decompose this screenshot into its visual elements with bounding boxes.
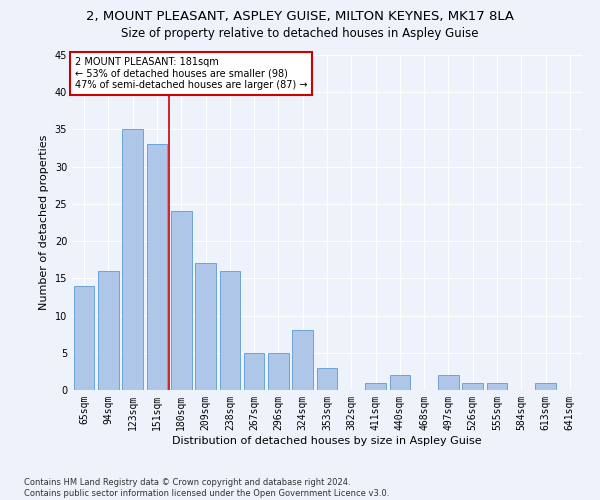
Bar: [268, 353, 289, 390]
Bar: [146, 144, 167, 390]
Bar: [317, 368, 337, 390]
Bar: [438, 375, 459, 390]
Text: Contains HM Land Registry data © Crown copyright and database right 2024.
Contai: Contains HM Land Registry data © Crown c…: [24, 478, 389, 498]
Bar: [195, 264, 216, 390]
Text: 2 MOUNT PLEASANT: 181sqm
← 53% of detached houses are smaller (98)
47% of semi-d: 2 MOUNT PLEASANT: 181sqm ← 53% of detach…: [74, 56, 307, 90]
Y-axis label: Number of detached properties: Number of detached properties: [39, 135, 49, 310]
Bar: [389, 375, 410, 390]
Bar: [98, 271, 119, 390]
Text: Size of property relative to detached houses in Aspley Guise: Size of property relative to detached ho…: [121, 28, 479, 40]
Bar: [365, 382, 386, 390]
Bar: [74, 286, 94, 390]
Bar: [171, 212, 191, 390]
Bar: [535, 382, 556, 390]
Text: 2, MOUNT PLEASANT, ASPLEY GUISE, MILTON KEYNES, MK17 8LA: 2, MOUNT PLEASANT, ASPLEY GUISE, MILTON …: [86, 10, 514, 23]
X-axis label: Distribution of detached houses by size in Aspley Guise: Distribution of detached houses by size …: [172, 436, 482, 446]
Bar: [122, 130, 143, 390]
Bar: [463, 382, 483, 390]
Bar: [292, 330, 313, 390]
Bar: [244, 353, 265, 390]
Bar: [220, 271, 240, 390]
Bar: [487, 382, 508, 390]
